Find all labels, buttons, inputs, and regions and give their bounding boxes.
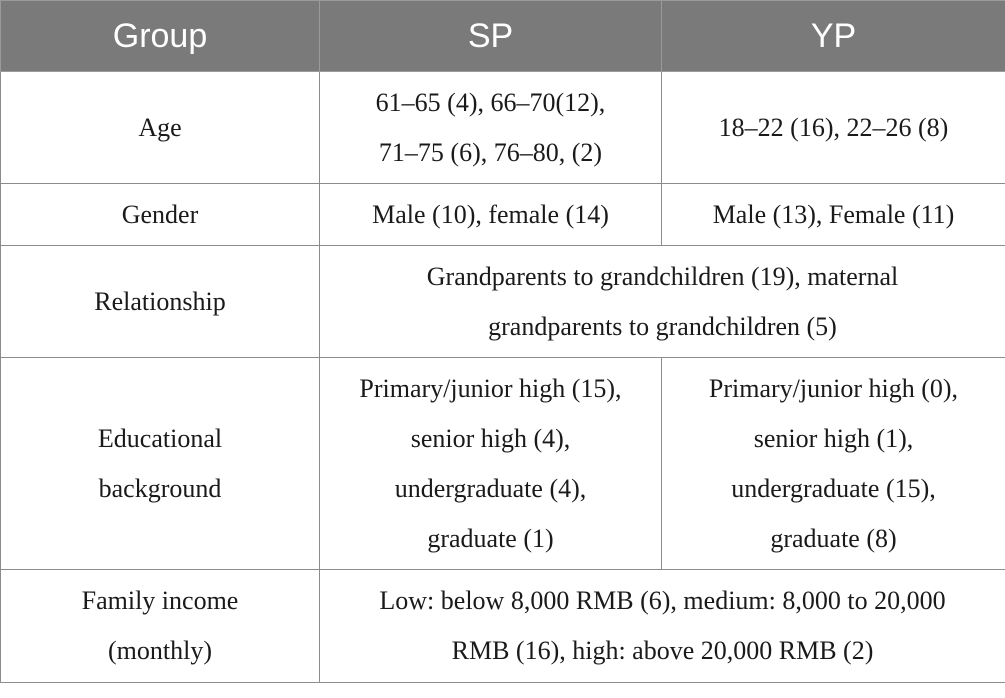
gender-sp-cell: Male (10), female (14): [319, 183, 662, 246]
age-yp-cell: 18–22 (16), 22–26 (8): [661, 71, 1005, 184]
education-label-line-1: Educational: [97, 423, 223, 453]
income-combined-cell: Low: below 8,000 RMB (6), medium: 8,000 …: [319, 569, 1005, 683]
income-label-line-1: Family income: [81, 586, 239, 615]
education-sp-line-2: senior high (4),: [410, 423, 571, 453]
education-yp-line-1: Primary/junior high (0),: [708, 373, 959, 403]
table-row-income: Family income (monthly) Low: below 8,000…: [0, 569, 1005, 683]
gender-label: Gender: [0, 183, 320, 246]
education-sp-line-3: undergraduate (4),: [394, 473, 587, 503]
header-sp: SP: [319, 0, 662, 72]
education-label-line-2: background: [98, 473, 222, 503]
table-row-age: Age 61–65 (4), 66–70(12), 71–75 (6), 76–…: [0, 71, 1005, 184]
education-sp-line-1: Primary/junior high (15),: [359, 373, 622, 403]
income-label-line-2: (monthly): [108, 636, 212, 665]
relationship-label: Relationship: [0, 245, 320, 358]
income-label-cell: Family income (monthly): [0, 569, 320, 683]
age-sp-line-1: 61–65 (4), 66–70(12),: [375, 87, 606, 117]
gender-yp-cell: Male (13), Female (11): [661, 183, 1005, 246]
table-row-relationship: Relationship Grandparents to grandchildr…: [0, 245, 1005, 358]
age-sp-line-2: 71–75 (6), 76–80, (2): [378, 137, 603, 167]
demographics-table: Group SP YP Age 61–65 (4), 66–70(12), 71…: [0, 0, 1005, 683]
income-line-1: Low: below 8,000 RMB (6), medium: 8,000 …: [379, 586, 946, 615]
education-label-cell: Educational background: [0, 357, 320, 570]
education-sp-cell: Primary/junior high (15), senior high (4…: [319, 357, 662, 570]
education-yp-line-4: graduate (8): [770, 523, 897, 553]
header-group: Group: [0, 0, 320, 72]
education-yp-cell: Primary/junior high (0), senior high (1)…: [661, 357, 1005, 570]
demographics-table-container: Group SP YP Age 61–65 (4), 66–70(12), 71…: [0, 0, 1005, 683]
education-yp-line-3: undergraduate (15),: [731, 473, 936, 503]
table-row-education: Educational background Primary/junior hi…: [0, 357, 1005, 570]
age-label: Age: [0, 71, 320, 184]
relationship-line-2: grandparents to grandchildren (5): [488, 311, 837, 341]
education-sp-line-4: graduate (1): [427, 523, 554, 553]
relationship-combined-cell: Grandparents to grandchildren (19), mate…: [319, 245, 1005, 358]
header-yp: YP: [661, 0, 1005, 72]
header-row: Group SP YP: [0, 0, 1005, 72]
relationship-line-1: Grandparents to grandchildren (19), mate…: [426, 261, 899, 291]
age-sp-cell: 61–65 (4), 66–70(12), 71–75 (6), 76–80, …: [319, 71, 662, 184]
education-yp-line-2: senior high (1),: [753, 423, 914, 453]
income-line-2: RMB (16), high: above 20,000 RMB (2): [451, 636, 874, 665]
table-row-gender: Gender Male (10), female (14) Male (13),…: [0, 183, 1005, 246]
